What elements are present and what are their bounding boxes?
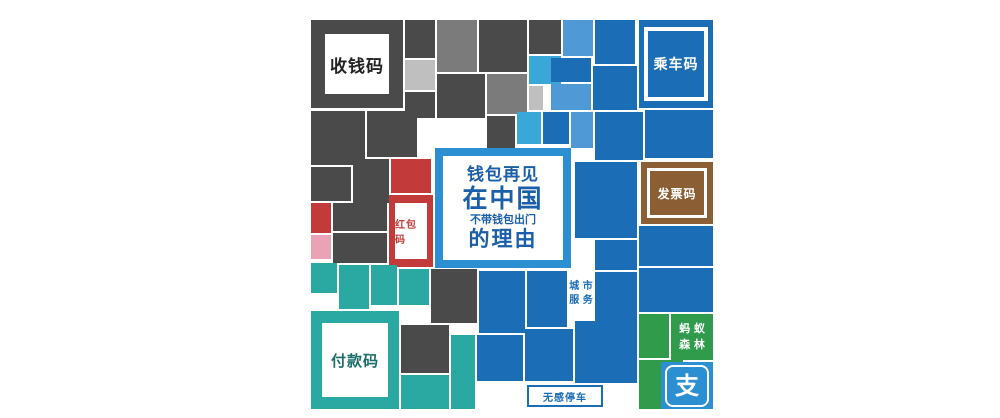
invoice-code-frame: 发票码 [647,168,707,218]
text-tile [595,20,635,64]
text-tile [571,112,593,148]
payment-code-tile: 付款码 [311,311,399,409]
city-services-label-line1: 城 市 [569,281,593,292]
text-tile [593,66,637,110]
text-tile [595,112,643,160]
headline-line1: 钱包再见 [466,165,539,185]
text-tile [401,325,449,373]
text-tile [399,269,429,305]
infographic-collage: 收钱码 乘车码 钱包再见 在中国 不带钱包出门 的理由 [303,3,718,415]
text-tile [311,111,365,165]
text-tile [487,74,527,114]
text-tile [525,329,573,381]
text-tile [311,263,337,293]
collect-code-frame: 收钱码 [318,27,396,101]
text-tile [371,265,397,305]
headline-line4: 的理由 [468,227,538,251]
text-tile [437,20,477,72]
red-packet-code-tile: 红包码 [389,195,433,267]
alipay-logo-tile: 支 [661,362,713,409]
ride-code-frame: 乘车码 [644,27,708,101]
text-tile [551,84,591,110]
text-tile [333,233,387,263]
text-tile [405,20,435,58]
text-tile [595,272,637,324]
text-tile [431,269,477,323]
city-services-tile: 城 市 服 务 [569,269,593,319]
invoice-code-tile: 发票码 [641,162,713,224]
text-tile [645,110,713,158]
text-tile [529,20,561,54]
text-tile [595,240,637,270]
center-card-inner: 钱包再见 在中国 不带钱包出门 的理由 [443,156,563,260]
seamless-parking-tile: 无感停车 [525,383,605,409]
payment-code-frame: 付款码 [318,319,392,401]
text-tile [529,86,543,110]
headline-line2: 在中国 [462,184,544,213]
text-tile [639,268,713,312]
text-tile [517,112,541,144]
city-services-label-line2: 服 务 [569,295,593,306]
text-tile [311,203,331,233]
payment-code-label: 付款码 [330,351,379,370]
text-tile [575,321,637,383]
alipay-logo-icon: 支 [665,364,709,407]
text-tile [451,335,475,409]
collect-code-label: 收钱码 [330,56,384,77]
text-tile [563,20,593,56]
text-tile [405,60,435,90]
ride-code-tile: 乘车码 [639,20,713,108]
text-tile [311,235,331,259]
center-card: 钱包再见 在中国 不带钱包出门 的理由 [435,148,571,268]
text-tile [551,58,591,82]
ant-forest-label-line1: 蚂 蚁 [679,322,705,335]
red-packet-code-label: 红包码 [395,220,417,246]
text-tile [575,162,637,238]
text-tile [353,159,389,203]
text-tile [639,314,669,358]
red-packet-code-frame: 红包码 [392,200,430,262]
text-tile [543,112,569,144]
text-tile [477,335,523,381]
text-tile [479,20,527,72]
text-tile [527,271,567,327]
ant-forest-tile: 蚂 蚁 森 林 [671,314,713,360]
text-tile [437,74,485,118]
headline-line3: 不带钱包出门 [469,213,536,226]
text-tile [401,375,449,409]
text-tile [339,265,369,309]
text-tile [311,167,351,201]
ant-forest-label-line2: 森 林 [679,338,705,351]
seamless-parking-frame: 无感停车 [527,385,603,407]
text-tile [479,271,525,333]
alipay-logo-glyph: 支 [675,371,699,400]
text-tile [333,203,387,231]
invoice-code-label: 发票码 [657,186,697,201]
ride-code-label: 乘车码 [653,57,699,73]
text-tile [367,111,417,157]
text-tile [487,116,515,152]
text-tile [391,159,431,193]
text-tile [639,226,713,266]
collect-code-tile: 收钱码 [311,20,403,108]
seamless-parking-label: 无感停车 [543,392,587,404]
